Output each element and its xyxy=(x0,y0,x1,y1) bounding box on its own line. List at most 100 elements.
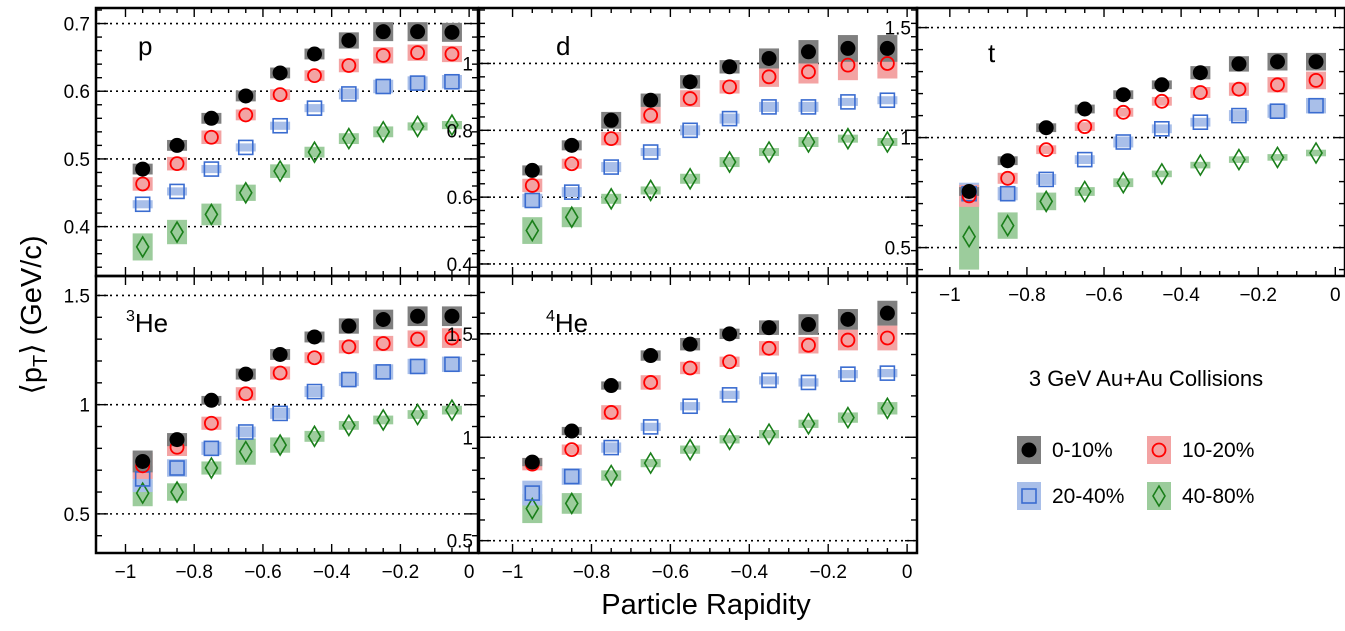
point-c2040 xyxy=(1038,171,1054,188)
legend-swatch xyxy=(1017,482,1041,510)
point-c2040 xyxy=(761,99,777,115)
sys-band-c2040 xyxy=(601,442,622,453)
x-tick-label: 0 xyxy=(464,562,475,583)
point-c1020 xyxy=(603,131,619,147)
sys-band-c2040 xyxy=(373,364,394,380)
sys-band-c4080 xyxy=(759,148,780,157)
point-c010 xyxy=(1077,101,1093,117)
sys-band-c2040 xyxy=(719,113,740,124)
point-c1020 xyxy=(840,332,856,348)
point-c4080 xyxy=(722,427,737,451)
point-c1020 xyxy=(203,129,219,145)
point-c1020 xyxy=(722,79,737,95)
sys-band-c4080 xyxy=(959,203,980,270)
point-c2040 xyxy=(642,144,659,160)
point-c4080 xyxy=(445,113,459,137)
point-c010 xyxy=(169,137,185,153)
point-c010 xyxy=(272,346,288,362)
point-c1020 xyxy=(840,57,856,73)
x-tick-label: 0 xyxy=(1330,285,1341,306)
sys-band-c2040 xyxy=(798,101,819,112)
sys-band-c2040 xyxy=(441,74,462,89)
point-c4080 xyxy=(273,159,288,183)
y-tick-label: 0.4 xyxy=(447,255,474,276)
panels: 0.4 0.5 0.6 0.7 p 0.4 0.6 0.8 1 d 0.5 1 1.5 −1 −0.8 −0.… xyxy=(64,6,1345,583)
point-c010 xyxy=(1154,77,1170,93)
sys-band-c4080 xyxy=(877,402,898,415)
legend-label: 0-10% xyxy=(1052,439,1113,462)
legend-item-c2040: 20-40% xyxy=(1017,482,1124,510)
point-c4080 xyxy=(1270,145,1285,169)
sys-band-c1020 xyxy=(561,158,582,169)
sys-band-c2040 xyxy=(167,459,188,477)
point-c2040 xyxy=(761,372,777,389)
x-tick-label: −0.4 xyxy=(731,562,769,583)
point-c010 xyxy=(524,162,540,178)
point-c1020 xyxy=(524,178,540,193)
point-c010 xyxy=(341,318,357,334)
x-tick-label: −0.6 xyxy=(652,562,690,583)
point-c2040 xyxy=(524,192,541,209)
panel-he3: 0.5 1 1.5 −1 −0.8 −0.6 −0.4 −0.2 0 3He xyxy=(64,274,480,583)
point-c2040 xyxy=(1269,103,1286,119)
sys-band-c4080 xyxy=(719,435,740,444)
y-tick-label: 1.5 xyxy=(885,19,911,40)
sys-band-c4080 xyxy=(338,133,359,145)
point-c010 xyxy=(1038,120,1054,136)
point-c1020 xyxy=(444,46,460,62)
sys-band-c2040 xyxy=(837,370,858,379)
sys-band-c4080 xyxy=(640,186,661,195)
point-c2040 xyxy=(642,419,659,435)
point-c4080 xyxy=(962,225,977,249)
sys-band-c2040 xyxy=(132,200,153,209)
point-c1020 xyxy=(722,354,737,370)
point-c1020 xyxy=(238,386,254,402)
x-tick-label: −0.4 xyxy=(1162,285,1200,306)
point-c4080 xyxy=(1154,162,1169,186)
panel-label-p: p xyxy=(138,31,152,61)
point-c010 xyxy=(564,423,580,439)
sys-band-c1020 xyxy=(561,444,582,455)
point-c1020 xyxy=(564,442,580,458)
y-tick-label: 1 xyxy=(462,428,473,449)
point-c010 xyxy=(444,24,460,40)
sys-band-c4080 xyxy=(798,136,819,148)
sys-band-c4080 xyxy=(373,126,394,138)
sys-band-c1020 xyxy=(997,172,1018,184)
legend-marker-c2040 xyxy=(1021,488,1037,504)
point-c010 xyxy=(1269,54,1285,70)
point-c4080 xyxy=(880,396,895,420)
legend-marker-c010 xyxy=(1021,442,1037,458)
point-c1020 xyxy=(1000,170,1016,186)
point-c010 xyxy=(761,320,777,336)
sys-band-c4080 xyxy=(877,137,898,147)
point-c2040 xyxy=(203,440,220,457)
sys-band-c1020 xyxy=(304,352,325,364)
sys-band-c2040 xyxy=(304,104,325,113)
sys-band-c2040 xyxy=(561,187,582,198)
point-c010 xyxy=(879,305,895,321)
point-c4080 xyxy=(643,451,658,475)
point-c2040 xyxy=(409,358,426,375)
sys-band-c2040 xyxy=(407,358,428,375)
sys-band-c4080 xyxy=(1036,192,1057,211)
point-c4080 xyxy=(1193,153,1208,177)
sys-band-c2040 xyxy=(837,97,858,106)
x-tick-label: −1 xyxy=(939,285,961,306)
point-c010 xyxy=(761,50,777,66)
point-c010 xyxy=(840,311,856,327)
sys-band-c1020 xyxy=(1190,87,1211,98)
sys-band-c2040 xyxy=(235,143,256,152)
point-c2040 xyxy=(237,139,254,156)
y-tick-label: 1.5 xyxy=(447,325,473,346)
sys-band-c4080 xyxy=(561,207,582,228)
legend-item-c010: 0-10% xyxy=(1017,436,1113,464)
point-c2040 xyxy=(272,117,288,134)
point-c4080 xyxy=(410,114,425,138)
point-c010 xyxy=(306,329,322,345)
sys-band-c2040 xyxy=(1036,173,1057,185)
point-c2040 xyxy=(1154,121,1170,137)
sys-band-c4080 xyxy=(1190,161,1211,169)
point-c2040 xyxy=(563,184,580,200)
